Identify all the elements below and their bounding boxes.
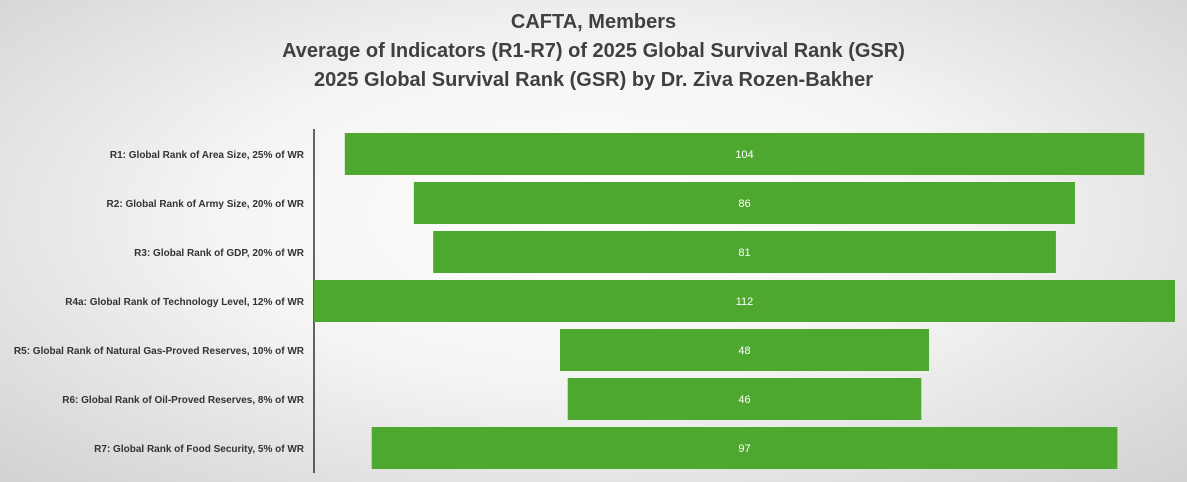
bar-value-label-5: 48: [738, 345, 750, 357]
category-label-3: R3: Global Rank of GDP, 20% of WR: [134, 248, 305, 259]
category-label-4: R4a: Global Rank of Technology Level, 12…: [65, 297, 305, 308]
bar-3: [433, 231, 1056, 273]
category-label-2: R2: Global Rank of Army Size, 20% of WR: [107, 199, 305, 210]
bar-2: [413, 182, 1075, 224]
category-label-5: R5: Global Rank of Natural Gas-Proved Re…: [14, 346, 305, 357]
bar-value-label-3: 81: [738, 247, 750, 259]
category-label-7: R7: Global Rank of Food Security, 5% of …: [94, 444, 305, 455]
bar-1: [344, 133, 1145, 175]
bar-5: [560, 329, 929, 371]
bar-6: [567, 378, 922, 420]
bar-value-label-1: 104: [735, 149, 753, 161]
chart-title-line-1: CAFTA, Members: [510, 11, 677, 33]
bar-value-label-6: 46: [738, 394, 750, 406]
bar-value-label-4: 112: [736, 296, 754, 308]
bar-value-label-7: 97: [738, 443, 750, 455]
chart-title-line-3: 2025 Global Survival Rank (GSR) by Dr. Z…: [313, 69, 874, 91]
category-label-1: R1: Global Rank of Area Size, 25% of WR: [110, 150, 305, 161]
category-label-6: R6: Global Rank of Oil-Proved Reserves, …: [62, 395, 305, 406]
bar-7: [371, 427, 1118, 469]
bar-4: [314, 280, 1175, 322]
chart-title-line-2: Average of Indicators (R1-R7) of 2025 Gl…: [282, 40, 905, 62]
bar-value-label-2: 86: [738, 198, 750, 210]
chart-titles: CAFTA, Members Average of Indicators (R1…: [0, 8, 1187, 95]
